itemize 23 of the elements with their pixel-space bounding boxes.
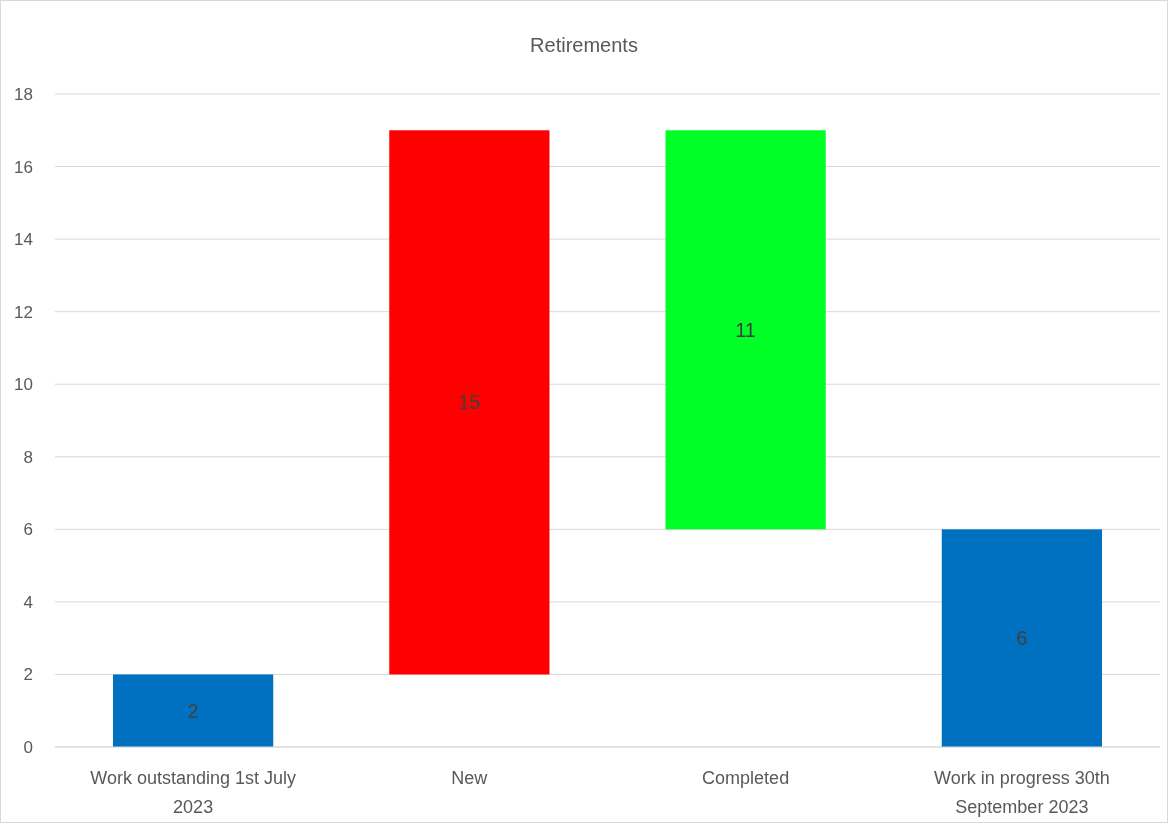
data-label: 15 xyxy=(458,391,481,414)
y-tick-label: 16 xyxy=(14,157,33,177)
y-tick-label: 4 xyxy=(23,592,33,612)
y-tick-label: 14 xyxy=(14,230,33,250)
y-tick-label: 18 xyxy=(14,84,33,104)
x-tick-label: Completed xyxy=(702,768,790,788)
data-label: 6 xyxy=(1016,627,1028,650)
y-tick-label: 8 xyxy=(23,447,33,467)
bar xyxy=(113,674,274,747)
data-label: 2 xyxy=(187,699,199,722)
x-tick-label: New xyxy=(451,768,489,788)
bar xyxy=(941,529,1102,747)
y-tick-label: 12 xyxy=(14,302,33,322)
x-tick-label: Work in progress 30th September 2023 xyxy=(934,768,1110,817)
y-tick-label: 10 xyxy=(14,375,33,395)
chart-title: Retirements xyxy=(530,34,638,56)
y-tick-label: 2 xyxy=(23,665,33,685)
x-tick-label: Work outstanding 1st July 2023 xyxy=(90,768,297,817)
bar xyxy=(389,130,550,675)
data-label: 11 xyxy=(735,318,757,341)
y-tick-label: 0 xyxy=(23,737,33,757)
bar xyxy=(665,130,826,530)
y-tick-label: 6 xyxy=(23,520,33,540)
